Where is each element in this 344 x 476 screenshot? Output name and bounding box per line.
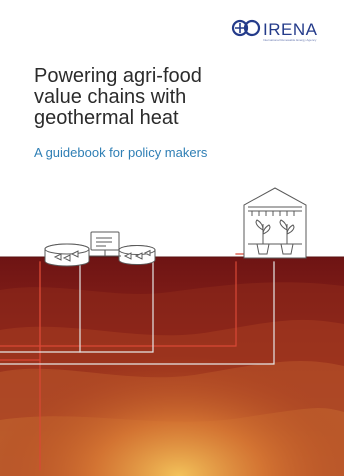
fish-tank-icon (44, 243, 156, 267)
irena-logo: IRENA International Renewable Energy Age… (231, 19, 331, 43)
greenhouse-icon (243, 187, 307, 259)
cover-subtitle: A guidebook for policy makers (34, 145, 208, 160)
irena-tagline: International Renewable Energy Agency (263, 38, 317, 42)
irena-wordmark: IRENA (263, 20, 318, 39)
computer-monitor-icon (89, 231, 121, 257)
cover-title: Powering agri-food value chains with geo… (34, 66, 294, 129)
plant-icon (255, 219, 295, 255)
cover-title-line: geothermal heat (34, 107, 179, 129)
irena-logo-icon (231, 19, 261, 37)
heat-pipe-icon (0, 253, 275, 471)
cover-title-line: Powering agri-food (34, 65, 202, 87)
cover-title-line: value chains with (34, 86, 187, 108)
ground-layers (0, 256, 344, 476)
